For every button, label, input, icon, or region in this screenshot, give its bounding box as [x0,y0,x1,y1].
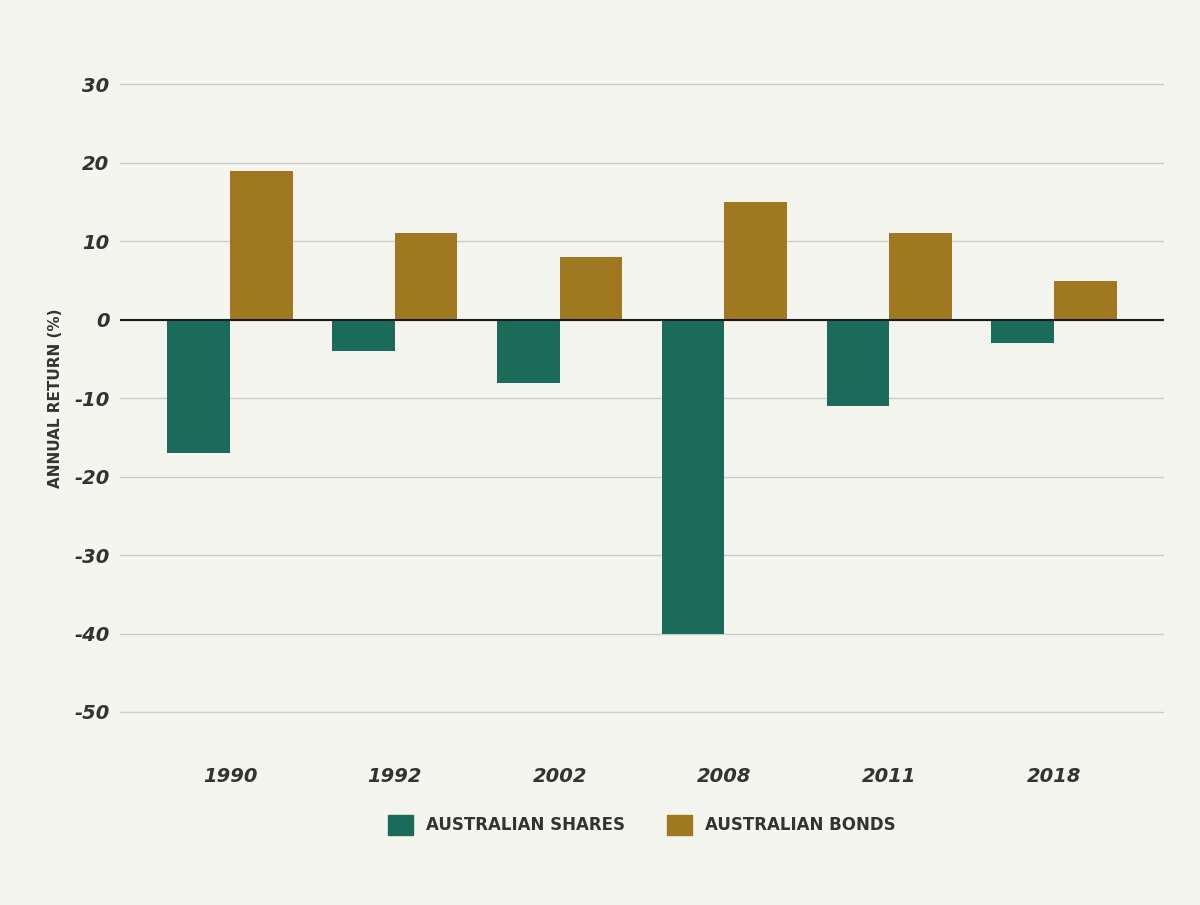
Y-axis label: ANNUAL RETURN (%): ANNUAL RETURN (%) [48,309,64,488]
Legend: AUSTRALIAN SHARES, AUSTRALIAN BONDS: AUSTRALIAN SHARES, AUSTRALIAN BONDS [382,808,902,842]
Bar [725,202,787,319]
Bar [559,257,623,319]
Bar [1054,281,1116,319]
Bar [497,319,559,383]
Bar [991,319,1054,343]
Bar [889,233,952,319]
Bar [827,319,889,406]
Bar [168,319,230,453]
Bar [661,319,725,634]
Bar [332,319,395,351]
Bar [395,233,457,319]
Bar [230,171,293,319]
